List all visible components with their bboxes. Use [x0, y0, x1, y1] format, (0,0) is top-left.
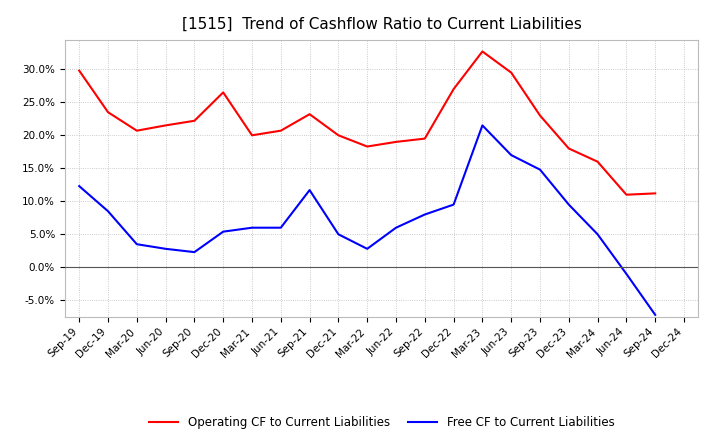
- Free CF to Current Liabilities: [219, 229, 228, 234]
- Free CF to Current Liabilities: [507, 152, 516, 158]
- Operating CF to Current Liabilities: [478, 49, 487, 54]
- Operating CF to Current Liabilities: [651, 191, 660, 196]
- Operating CF to Current Liabilities: [507, 70, 516, 75]
- Operating CF to Current Liabilities: [104, 110, 112, 115]
- Free CF to Current Liabilities: [420, 212, 429, 217]
- Free CF to Current Liabilities: [248, 225, 256, 230]
- Free CF to Current Liabilities: [564, 202, 573, 207]
- Operating CF to Current Liabilities: [190, 118, 199, 123]
- Legend: Operating CF to Current Liabilities, Free CF to Current Liabilities: Operating CF to Current Liabilities, Fre…: [144, 411, 619, 434]
- Free CF to Current Liabilities: [363, 246, 372, 251]
- Free CF to Current Liabilities: [305, 187, 314, 193]
- Operating CF to Current Liabilities: [622, 192, 631, 197]
- Free CF to Current Liabilities: [593, 231, 602, 237]
- Operating CF to Current Liabilities: [392, 139, 400, 144]
- Free CF to Current Liabilities: [334, 231, 343, 237]
- Free CF to Current Liabilities: [651, 312, 660, 317]
- Operating CF to Current Liabilities: [219, 90, 228, 95]
- Operating CF to Current Liabilities: [334, 132, 343, 138]
- Operating CF to Current Liabilities: [132, 128, 141, 133]
- Line: Free CF to Current Liabilities: Free CF to Current Liabilities: [79, 125, 655, 315]
- Title: [1515]  Trend of Cashflow Ratio to Current Liabilities: [1515] Trend of Cashflow Ratio to Curren…: [181, 16, 582, 32]
- Operating CF to Current Liabilities: [161, 123, 170, 128]
- Free CF to Current Liabilities: [276, 225, 285, 230]
- Operating CF to Current Liabilities: [305, 111, 314, 117]
- Line: Operating CF to Current Liabilities: Operating CF to Current Liabilities: [79, 51, 655, 194]
- Free CF to Current Liabilities: [104, 209, 112, 214]
- Operating CF to Current Liabilities: [564, 146, 573, 151]
- Free CF to Current Liabilities: [449, 202, 458, 207]
- Operating CF to Current Liabilities: [75, 68, 84, 73]
- Operating CF to Current Liabilities: [420, 136, 429, 141]
- Free CF to Current Liabilities: [478, 123, 487, 128]
- Operating CF to Current Liabilities: [449, 86, 458, 92]
- Free CF to Current Liabilities: [536, 167, 544, 172]
- Operating CF to Current Liabilities: [536, 113, 544, 118]
- Free CF to Current Liabilities: [392, 225, 400, 230]
- Operating CF to Current Liabilities: [276, 128, 285, 133]
- Free CF to Current Liabilities: [132, 242, 141, 247]
- Free CF to Current Liabilities: [622, 271, 631, 276]
- Free CF to Current Liabilities: [190, 249, 199, 255]
- Free CF to Current Liabilities: [161, 246, 170, 251]
- Operating CF to Current Liabilities: [593, 159, 602, 164]
- Operating CF to Current Liabilities: [248, 132, 256, 138]
- Operating CF to Current Liabilities: [363, 144, 372, 149]
- Free CF to Current Liabilities: [75, 183, 84, 189]
